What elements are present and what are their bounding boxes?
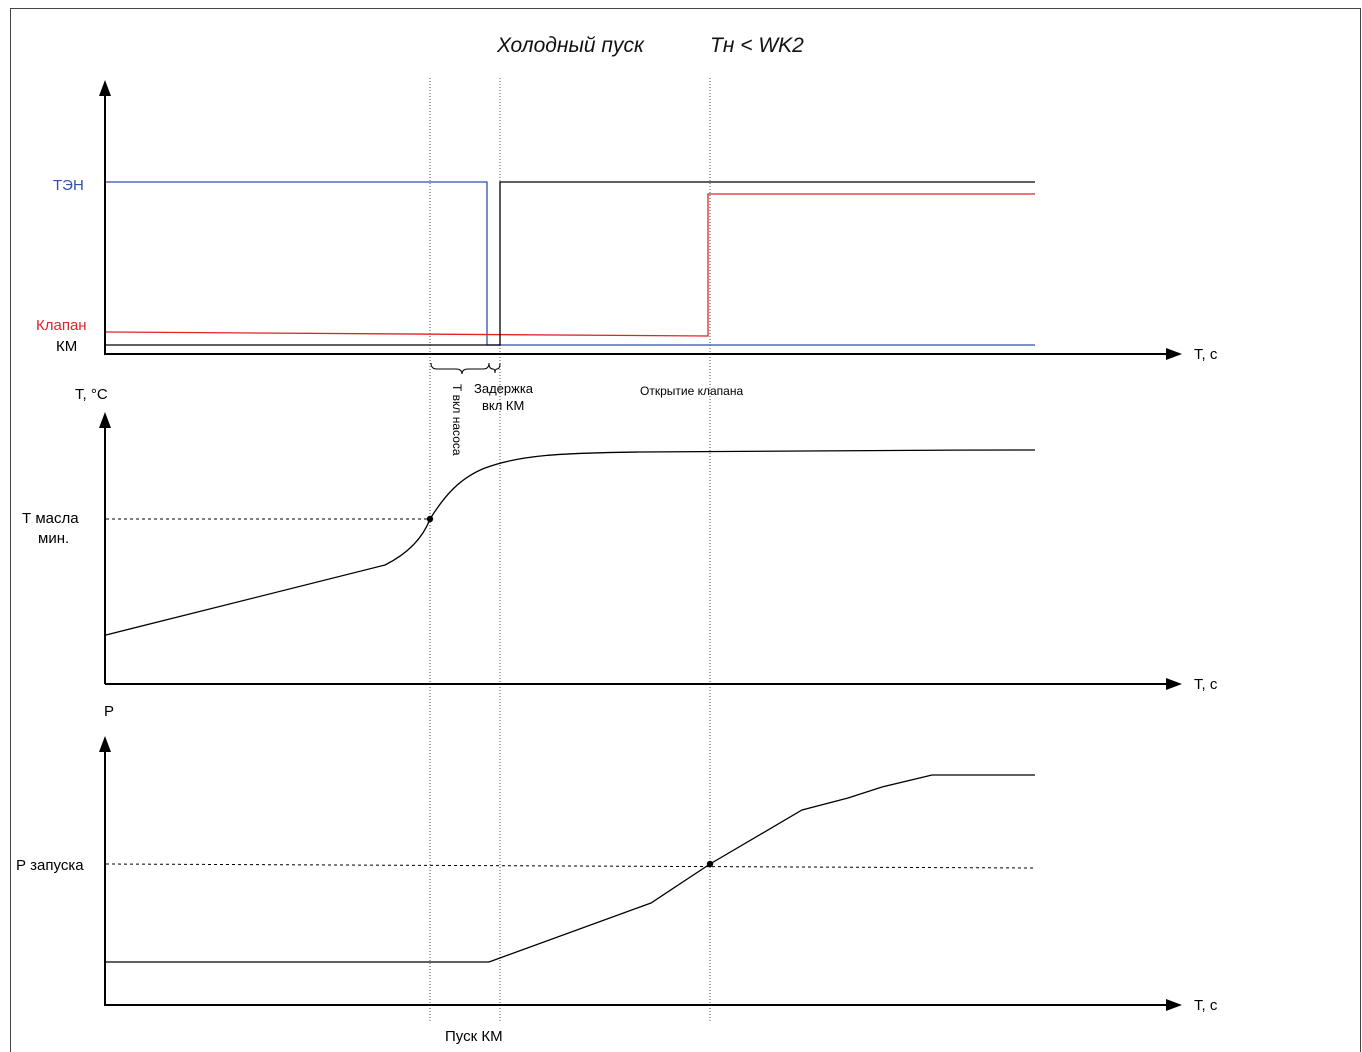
pressure-x-label: T, c <box>1194 997 1218 1014</box>
start-pressure-point <box>706 860 714 868</box>
ten-label: ТЭН <box>53 177 84 194</box>
condition-title: Тн < WK2 <box>710 34 804 57</box>
km-label: КМ <box>56 338 77 355</box>
panel-signals: ТЭН Клапан КМ T, c <box>36 80 1218 363</box>
temp-x-label: T, c <box>1194 676 1218 693</box>
valve-label: Клапан <box>36 317 87 334</box>
valve-open-annotation: Открытие клапана <box>640 384 743 398</box>
temp-level-label-line1: Т масла <box>22 510 79 527</box>
start-pressure-level <box>105 863 1036 869</box>
pressure-level-label: Р запуска <box>16 857 84 874</box>
temp-y-arrow <box>99 412 111 428</box>
km-start-annotation: Пуск КМ <box>445 1028 503 1045</box>
panel-pressure: P Р запуска T, c <box>16 703 1218 1014</box>
mode-title: Холодный пуск <box>496 34 645 57</box>
temp-y-label: T, °C <box>75 386 108 403</box>
ten-signal <box>106 181 1035 346</box>
pump-on-annotation: Т вкл насоса <box>450 384 464 456</box>
event-markers <box>429 78 711 1022</box>
valve-signal <box>105 193 1035 337</box>
km-signal <box>106 181 1035 346</box>
pressure-curve <box>106 774 1035 963</box>
km-delay-brace <box>488 362 501 374</box>
pump-on-brace <box>430 362 490 375</box>
oil-temp-curve <box>105 449 1036 636</box>
min-oil-temp-point <box>426 515 434 523</box>
signals-y-arrow <box>99 80 111 96</box>
km-delay-annotation-line2: вкл КМ <box>482 398 524 413</box>
panel-temperature: T, °C Т масла мин. T, c <box>22 386 1218 693</box>
pressure-x-arrow <box>1166 999 1182 1011</box>
pressure-y-arrow <box>99 736 111 752</box>
diagram-frame <box>10 8 1361 1052</box>
pressure-y-label: P <box>104 703 114 720</box>
km-delay-annotation-line1: Задержка <box>474 381 534 396</box>
temp-x-arrow <box>1166 678 1182 690</box>
temp-level-label-line2: мин. <box>38 530 69 547</box>
signals-x-label: T, c <box>1194 346 1218 363</box>
signals-x-arrow <box>1166 348 1182 360</box>
